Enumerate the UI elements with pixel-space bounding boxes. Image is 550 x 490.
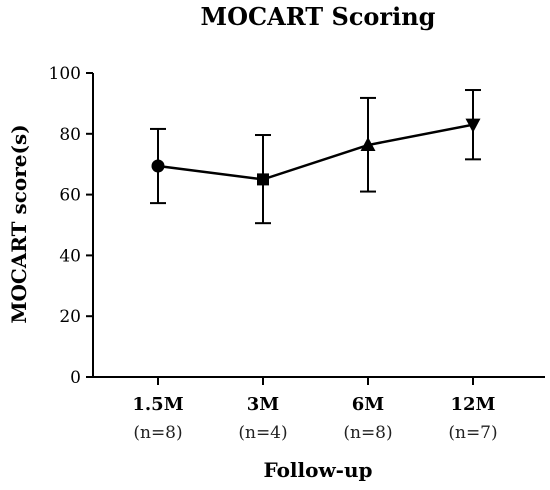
y-ticks: 0 20 40 60 80 100 <box>49 64 93 388</box>
x-tick-label: 6M <box>352 394 385 415</box>
y-tick-label: 20 <box>59 307 81 327</box>
x-tick-count: (n=7) <box>448 423 497 443</box>
x-tick-count: (n=8) <box>133 423 182 443</box>
chart-title: MOCART Scoring <box>201 2 436 31</box>
x-tick-label: 3M <box>247 394 280 415</box>
x-tick-label: 1.5M <box>132 394 183 415</box>
data-point <box>151 159 165 173</box>
data-point <box>465 118 481 133</box>
y-axis-label: MOCART score(s) <box>7 124 31 323</box>
y-tick-label: 100 <box>49 64 81 84</box>
y-tick-label: 60 <box>59 186 81 206</box>
x-ticks: 1.5M (n=8) 3M (n=4) 6M (n=8) 12M (n=7) <box>132 377 498 443</box>
x-axis-label: Follow-up <box>263 458 372 482</box>
x-tick-count: (n=4) <box>238 423 287 443</box>
plot-area <box>150 89 481 225</box>
y-tick-label: 0 <box>70 368 81 388</box>
data-point <box>257 173 269 186</box>
series-line <box>157 123 474 181</box>
x-tick-count: (n=8) <box>343 423 392 443</box>
y-tick-label: 80 <box>59 125 81 145</box>
x-tick-label: 12M <box>451 394 496 415</box>
data-point <box>360 137 376 152</box>
y-tick-label: 40 <box>59 246 81 266</box>
